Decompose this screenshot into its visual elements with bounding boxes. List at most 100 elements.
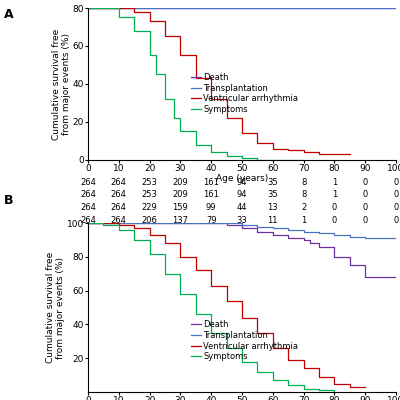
Ventricular arrhythmia (301, 366, 306, 371)
Text: 1: 1 (332, 190, 337, 199)
Y-axis label: Cumulative survival free
from major events (%): Cumulative survival free from major even… (52, 28, 71, 140)
Ventricular arrhythmia (224, 298, 229, 303)
Symptoms (162, 97, 168, 102)
Transplantation (255, 224, 260, 229)
Transplantation (86, 221, 90, 226)
Line: Transplantation: Transplantation (88, 223, 396, 238)
Transplantation (363, 236, 368, 241)
Symptoms (132, 238, 136, 242)
Death (286, 236, 291, 241)
Text: 35: 35 (268, 190, 278, 199)
Ventricular arrhythmia (86, 221, 90, 226)
Transplantation (394, 6, 398, 10)
Line: Ventricular arrhythmia: Ventricular arrhythmia (88, 8, 350, 154)
Death (332, 254, 337, 259)
Text: 161: 161 (203, 178, 219, 187)
Text: 33: 33 (237, 216, 247, 225)
Text: 1: 1 (332, 178, 337, 187)
Text: 1: 1 (301, 216, 306, 225)
Ventricular arrhythmia (270, 346, 275, 350)
Ventricular arrhythmia (255, 330, 260, 335)
Death (255, 229, 260, 234)
Text: 94: 94 (237, 178, 247, 187)
Ventricular arrhythmia (194, 76, 198, 81)
Symptoms (240, 359, 244, 364)
Text: 0: 0 (393, 190, 399, 199)
Symptoms (224, 346, 229, 350)
Transplantation (317, 231, 322, 236)
Ventricular arrhythmia (132, 226, 136, 231)
Text: 0: 0 (393, 203, 399, 212)
Symptoms (147, 53, 152, 58)
Transplantation (209, 221, 214, 226)
Transplantation (317, 6, 322, 10)
Ventricular arrhythmia (255, 140, 260, 145)
Death (224, 222, 229, 227)
Transplantation (86, 6, 90, 10)
Transplantation (301, 229, 306, 234)
Text: 0: 0 (332, 203, 337, 212)
Symptoms (209, 330, 214, 335)
Death (86, 221, 90, 226)
Ventricular arrhythmia (240, 315, 244, 320)
Death (86, 6, 90, 10)
Ventricular arrhythmia (286, 148, 291, 153)
Line: Symptoms: Symptoms (88, 8, 304, 160)
Text: 253: 253 (142, 190, 158, 199)
Text: 0: 0 (362, 190, 368, 199)
Ventricular arrhythmia (332, 381, 337, 386)
Legend: Death, Transplantation, Ventricular arrhythmia, Symptoms: Death, Transplantation, Ventricular arrh… (191, 73, 298, 114)
Text: 264: 264 (111, 190, 127, 199)
Death (317, 244, 322, 249)
Ventricular arrhythmia (317, 374, 322, 379)
Text: 264: 264 (111, 216, 127, 225)
Symptoms (116, 15, 121, 20)
Text: B: B (4, 194, 14, 207)
Ventricular arrhythmia (332, 152, 337, 157)
Ventricular arrhythmia (162, 241, 168, 246)
Symptoms (286, 158, 291, 162)
Text: 13: 13 (268, 203, 278, 212)
Transplantation (147, 221, 152, 226)
Symptoms (86, 6, 90, 10)
Transplantation (286, 228, 291, 232)
Text: 0: 0 (362, 216, 368, 225)
Ventricular arrhythmia (132, 9, 136, 14)
Text: 206: 206 (142, 216, 158, 225)
Death (301, 238, 306, 242)
Symptoms (178, 292, 183, 296)
Transplantation (286, 6, 291, 10)
Transplantation (347, 234, 352, 239)
Text: 0: 0 (362, 178, 368, 187)
Line: Ventricular arrhythmia: Ventricular arrhythmia (88, 223, 365, 387)
Symptoms (153, 72, 158, 77)
Text: 79: 79 (206, 216, 216, 225)
Symptoms (162, 272, 168, 276)
Ventricular arrhythmia (194, 268, 198, 273)
Text: 161: 161 (203, 190, 219, 199)
Death (240, 226, 244, 231)
Text: 0: 0 (332, 216, 337, 225)
Symptoms (101, 222, 106, 227)
Ventricular arrhythmia (347, 152, 352, 157)
Text: A: A (4, 8, 14, 21)
Ventricular arrhythmia (101, 221, 106, 226)
Transplantation (178, 221, 183, 226)
Ventricular arrhythmia (86, 6, 90, 10)
Ventricular arrhythmia (363, 384, 368, 389)
Death (394, 6, 398, 10)
Ventricular arrhythmia (317, 152, 322, 157)
Transplantation (301, 6, 306, 10)
Text: 2: 2 (301, 203, 306, 212)
Text: 229: 229 (142, 203, 158, 212)
Text: 209: 209 (172, 190, 188, 199)
Symptoms (255, 158, 260, 162)
Death (116, 221, 121, 226)
Text: 94: 94 (237, 190, 247, 199)
Death (209, 221, 214, 226)
Symptoms (172, 116, 177, 120)
Ventricular arrhythmia (147, 19, 152, 24)
Text: 8: 8 (301, 190, 306, 199)
Ventricular arrhythmia (209, 283, 214, 288)
Symptoms (270, 158, 275, 162)
